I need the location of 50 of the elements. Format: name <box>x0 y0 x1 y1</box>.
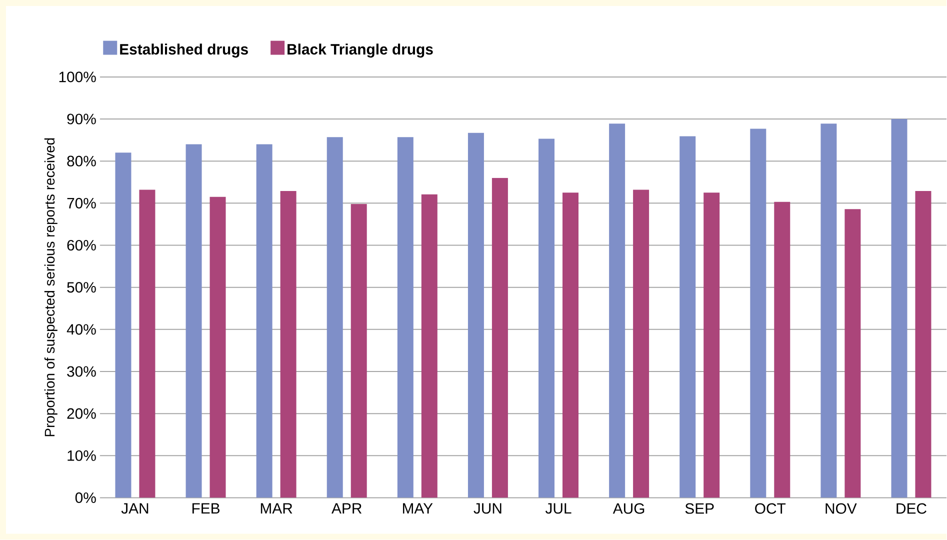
x-tick-label: SEP <box>685 503 714 514</box>
x-tick-label: AUG <box>612 503 644 514</box>
x-tick-label: NOV <box>826 503 857 514</box>
bar <box>350 204 367 498</box>
y-tick-label: 50% <box>67 282 96 293</box>
x-tick-label: MAY <box>403 503 433 514</box>
bar <box>139 190 156 498</box>
legend-label: Black Triangle drugs <box>288 44 433 58</box>
bar <box>915 191 932 498</box>
y-tick-label: 60% <box>67 240 96 251</box>
x-tick-label: APR <box>332 503 362 514</box>
bar <box>397 137 414 498</box>
x-tick-label: FEB <box>192 503 220 514</box>
bar <box>750 128 766 498</box>
bar <box>820 124 837 498</box>
bar <box>421 194 438 498</box>
bar <box>186 144 202 498</box>
bar <box>468 133 484 498</box>
y-tick-label: 80% <box>67 156 96 167</box>
y-tick-label: 90% <box>67 114 96 124</box>
bar <box>492 178 508 498</box>
bar <box>326 137 343 498</box>
x-tick-label: JUN <box>474 503 502 514</box>
x-tick-label: JUL <box>545 503 572 514</box>
bar <box>538 138 555 498</box>
y-tick-label: 100% <box>59 72 96 82</box>
bar <box>210 197 226 498</box>
bar <box>633 190 650 498</box>
y-axis-title: Proportion of suspected serious reports received <box>44 138 58 436</box>
bar <box>256 144 272 498</box>
y-tick-label: 20% <box>67 408 96 419</box>
y-tick-label: 70% <box>67 198 96 209</box>
bar <box>774 202 790 498</box>
x-tick-label: OCT <box>755 503 786 514</box>
x-tick-label: DEC <box>896 503 926 514</box>
y-tick-label: 10% <box>68 450 96 462</box>
bar <box>115 152 132 498</box>
bar <box>680 136 696 498</box>
y-tick-label: 30% <box>67 366 96 377</box>
bar <box>280 191 296 498</box>
bar <box>562 192 578 498</box>
bar <box>891 119 908 498</box>
y-tick-label: 0% <box>75 492 96 504</box>
bar <box>704 192 720 498</box>
y-tick-label: 40% <box>66 324 96 335</box>
x-tick-label: JAN <box>121 503 148 514</box>
bar <box>609 124 626 498</box>
x-tick-label: MAR <box>260 503 292 514</box>
legend-label: Established drugs <box>120 44 248 58</box>
bar <box>844 209 861 498</box>
